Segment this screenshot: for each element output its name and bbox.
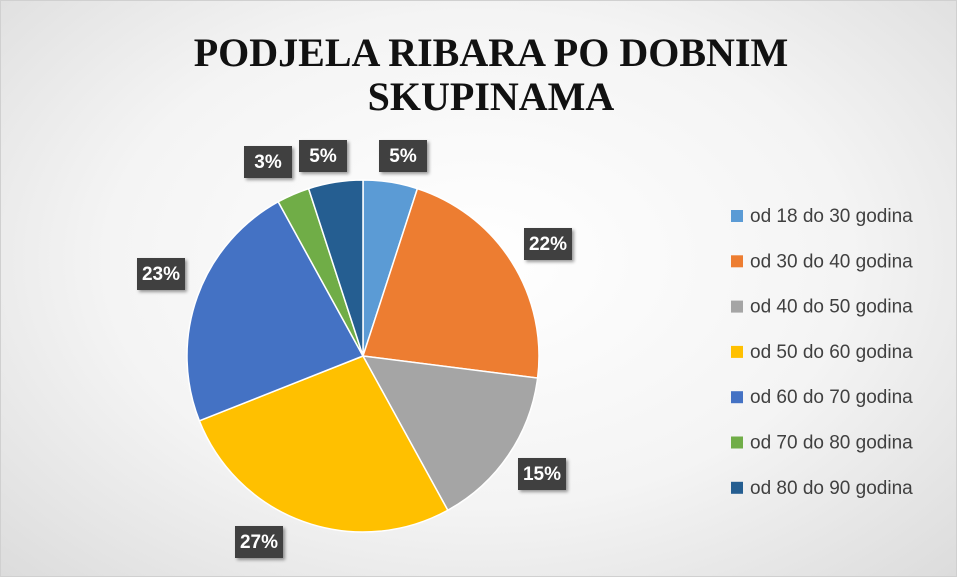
data-label-box — [524, 228, 572, 260]
data-label-text: 23% — [142, 264, 180, 285]
data-label: 5% — [379, 140, 427, 172]
legend-swatch — [731, 300, 743, 313]
legend-label: od 50 do 60 godina — [750, 342, 913, 363]
legend-label: od 80 do 90 godina — [750, 478, 913, 499]
pie-slice — [361, 355, 539, 512]
chart-title: PODJELA RIBARA PO DOBNIM SKUPINAMA — [193, 30, 789, 119]
data-label-box — [299, 140, 347, 172]
pie-slice — [198, 355, 449, 533]
legend-label: od 70 do 80 godina — [750, 433, 913, 454]
data-label: 3% — [244, 146, 292, 178]
legend-swatch — [731, 345, 743, 358]
data-label: 15% — [518, 458, 566, 490]
pie-slice — [186, 200, 365, 422]
data-label-text: 27% — [240, 532, 278, 553]
data-label: 27% — [235, 526, 283, 558]
data-label: 5% — [299, 140, 347, 172]
legend-swatch — [731, 210, 743, 222]
legend-swatch — [731, 481, 743, 494]
legend-label: od 40 do 50 godina — [750, 297, 913, 318]
data-label-box — [235, 526, 283, 558]
data-label: 22% — [524, 228, 572, 260]
data-label-text: 3% — [254, 152, 282, 173]
legend-label: od 60 do 70 godina — [750, 387, 913, 408]
data-label-box — [518, 458, 566, 490]
legend-swatch — [731, 436, 743, 449]
data-label-text: 5% — [389, 146, 417, 167]
data-label-box — [244, 146, 292, 178]
data-label-box — [137, 258, 185, 290]
legend-label: od 18 do 30 godina — [750, 206, 913, 227]
pie-slice — [362, 187, 540, 379]
legend-label: od 30 do 40 godina — [750, 251, 913, 272]
data-label-text: 5% — [309, 146, 337, 167]
data-label-box — [379, 140, 427, 172]
data-label: 23% — [137, 258, 185, 290]
legend-swatch — [731, 391, 743, 404]
data-label-text: 15% — [523, 464, 561, 485]
pie-slice — [307, 179, 364, 357]
legend-swatch — [731, 255, 743, 268]
data-label-text: 22% — [529, 234, 567, 255]
